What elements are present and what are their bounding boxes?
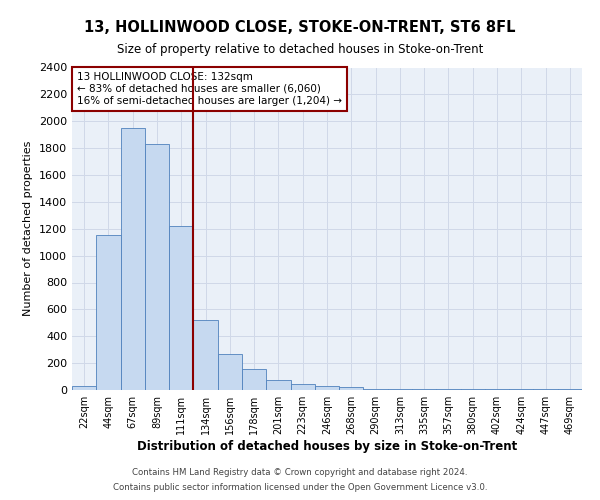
Bar <box>266 380 290 390</box>
Bar <box>169 226 193 390</box>
Y-axis label: Number of detached properties: Number of detached properties <box>23 141 34 316</box>
Bar <box>193 320 218 390</box>
Bar <box>290 384 315 390</box>
Bar <box>339 388 364 390</box>
Bar <box>72 386 96 390</box>
Bar <box>121 128 145 390</box>
Bar <box>388 388 412 390</box>
Text: Size of property relative to detached houses in Stoke-on-Trent: Size of property relative to detached ho… <box>117 42 483 56</box>
Text: 13, HOLLINWOOD CLOSE, STOKE-ON-TRENT, ST6 8FL: 13, HOLLINWOOD CLOSE, STOKE-ON-TRENT, ST… <box>84 20 516 35</box>
Bar <box>558 388 582 390</box>
Text: 13 HOLLINWOOD CLOSE: 132sqm
← 83% of detached houses are smaller (6,060)
16% of : 13 HOLLINWOOD CLOSE: 132sqm ← 83% of det… <box>77 72 342 106</box>
Bar <box>218 354 242 390</box>
Text: Contains HM Land Registry data © Crown copyright and database right 2024.: Contains HM Land Registry data © Crown c… <box>132 468 468 477</box>
Bar <box>315 386 339 390</box>
Bar <box>96 236 121 390</box>
Bar <box>242 369 266 390</box>
Bar <box>145 144 169 390</box>
Text: Contains public sector information licensed under the Open Government Licence v3: Contains public sector information licen… <box>113 483 487 492</box>
Bar <box>364 388 388 390</box>
X-axis label: Distribution of detached houses by size in Stoke-on-Trent: Distribution of detached houses by size … <box>137 440 517 453</box>
